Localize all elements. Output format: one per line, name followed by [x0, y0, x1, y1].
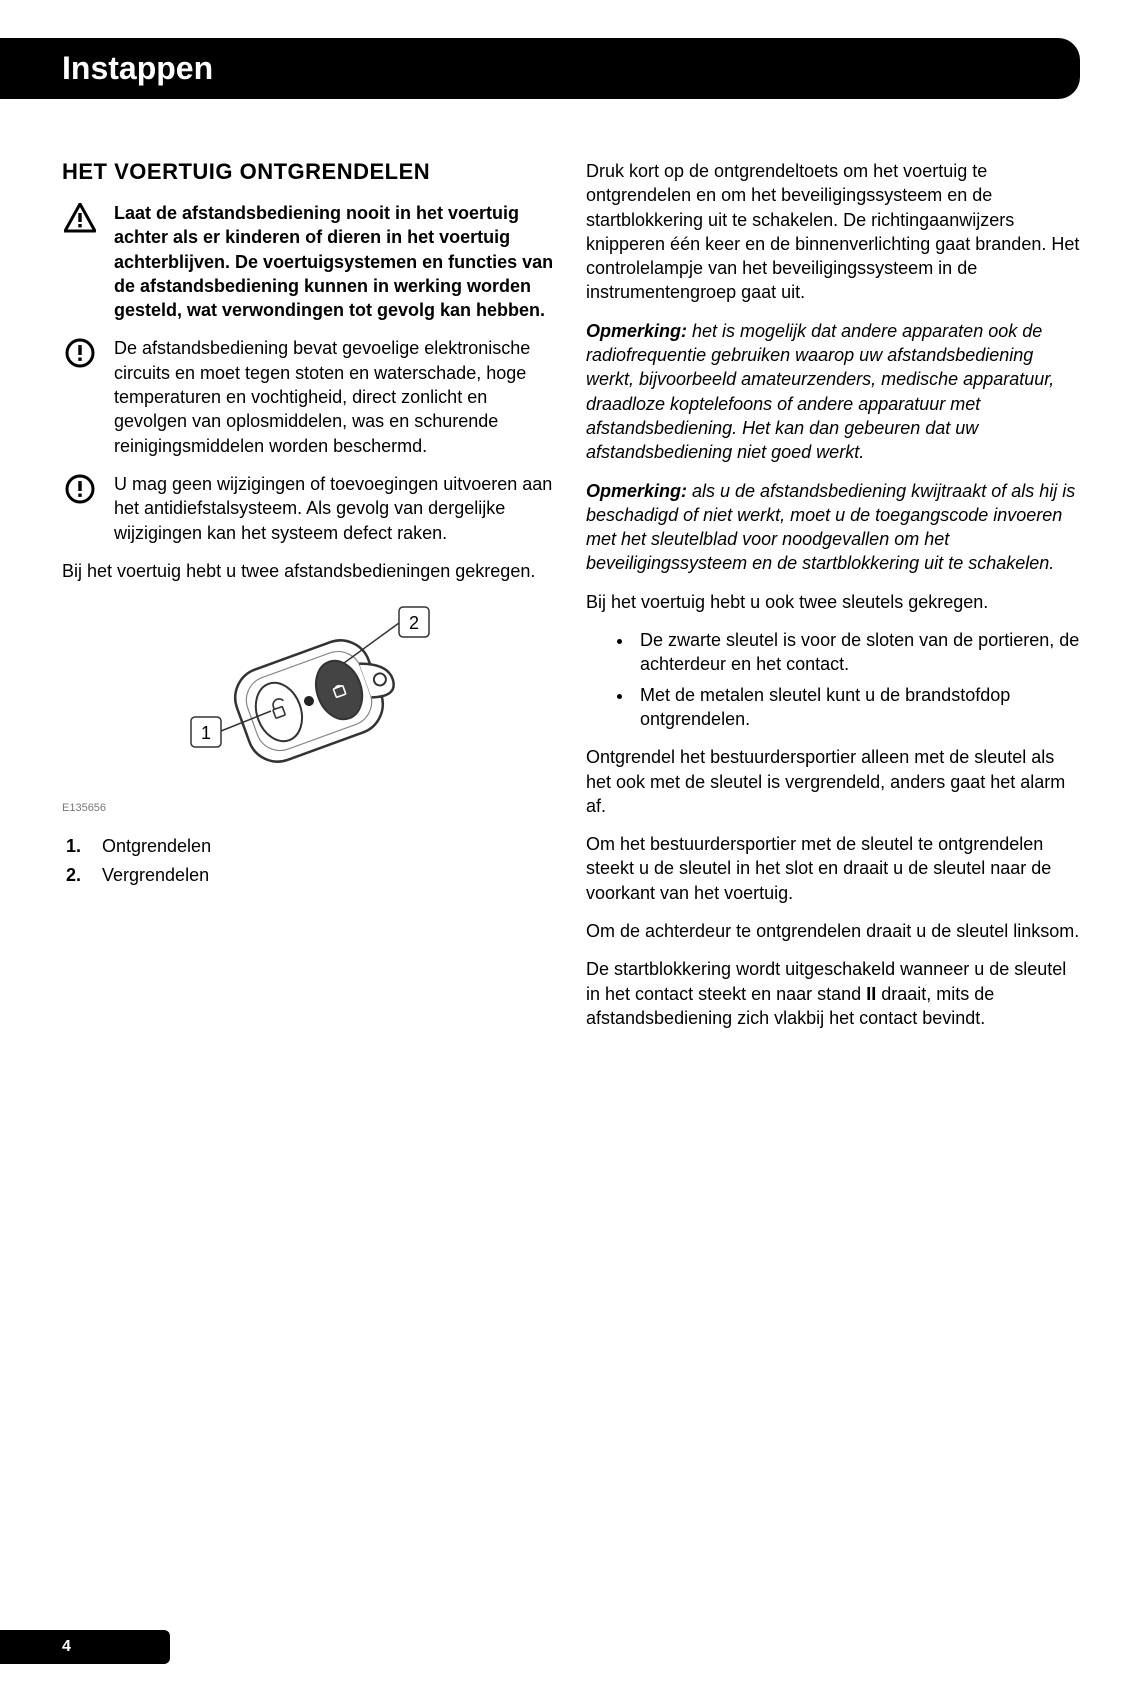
paragraph: Bij het voertuig hebt u ook twee sleutel… [586, 590, 1080, 614]
ignition-position: II [866, 984, 876, 1004]
svg-text:2: 2 [409, 613, 419, 633]
callout-list: Ontgrendelen Vergrendelen [62, 832, 556, 890]
figure-id: E135656 [62, 802, 556, 814]
list-item: Vergrendelen [62, 861, 556, 890]
key-bullet-list: De zwarte sleutel is voor de sloten van … [586, 628, 1080, 731]
paragraph: Om de achterdeur te ontgrendelen draait … [586, 919, 1080, 943]
paragraph: De startblokkering wordt uitgeschakeld w… [586, 957, 1080, 1030]
content-columns: HET VOERTUIG ONTGRENDELEN Laat de afstan… [0, 99, 1142, 1044]
note-label: Opmerking: [586, 481, 687, 501]
chapter-header: Instappen [0, 38, 1080, 99]
remote-figure: 2 1 [62, 601, 556, 796]
page-number: 4 [62, 1638, 71, 1656]
note-2: Opmerking: als u de afstandsbediening kw… [586, 479, 1080, 576]
list-item: Ontgrendelen [62, 832, 556, 861]
note-label: Opmerking: [586, 321, 687, 341]
right-column: Druk kort op de ontgrendeltoets om het v… [586, 159, 1080, 1044]
svg-text:1: 1 [201, 723, 211, 743]
page-footer: 4 [0, 1630, 170, 1664]
caution-icon [62, 336, 98, 457]
paragraph: Druk kort op de ontgrendeltoets om het v… [586, 159, 1080, 305]
section-heading: HET VOERTUIG ONTGRENDELEN [62, 159, 556, 185]
paragraph: Om het bestuurdersportier met de sleutel… [586, 832, 1080, 905]
list-item: De zwarte sleutel is voor de sloten van … [634, 628, 1080, 677]
warning-icon [62, 201, 98, 322]
note-body: het is mogelijk dat andere apparaten ook… [586, 321, 1054, 462]
caution-icon [62, 472, 98, 545]
chapter-title: Instappen [62, 50, 1080, 87]
warning-block: Laat de afstandsbediening nooit in het v… [62, 201, 556, 322]
note-1: Opmerking: het is mogelijk dat andere ap… [586, 319, 1080, 465]
caution-text-2: U mag geen wijzigingen of toevoegingen u… [114, 472, 556, 545]
warning-text: Laat de afstandsbediening nooit in het v… [114, 201, 556, 322]
caution-text-1: De afstandsbediening bevat gevoelige ele… [114, 336, 556, 457]
list-item: Met de metalen sleutel kunt u de brandst… [634, 683, 1080, 732]
caution-block-1: De afstandsbediening bevat gevoelige ele… [62, 336, 556, 457]
paragraph: Ontgrendel het bestuurdersportier alleen… [586, 745, 1080, 818]
caution-block-2: U mag geen wijzigingen of toevoegingen u… [62, 472, 556, 545]
paragraph: Bij het voertuig hebt u twee afstandsbed… [62, 559, 556, 583]
left-column: HET VOERTUIG ONTGRENDELEN Laat de afstan… [62, 159, 556, 1044]
